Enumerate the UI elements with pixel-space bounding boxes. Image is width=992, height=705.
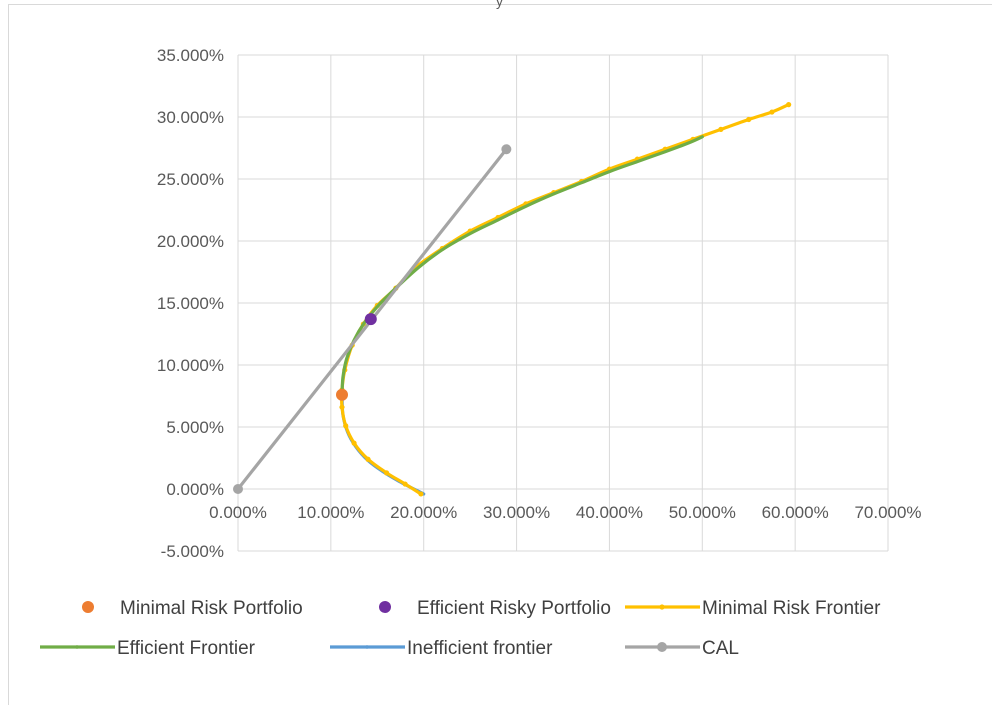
legend-marker-inefficient-frontier bbox=[365, 645, 369, 649]
y-tick-label: 5.000% bbox=[166, 418, 224, 437]
y-tick-label: -5.000% bbox=[161, 542, 224, 561]
legend-label-efficient-frontier: Efficient Frontier bbox=[117, 638, 256, 659]
minimal-risk-frontier-point bbox=[343, 423, 349, 429]
y-tick-label: 0.000% bbox=[166, 480, 224, 499]
legend-label-minimal-risk-portfolio: Minimal Risk Portfolio bbox=[120, 598, 303, 619]
x-tick-label: 20.000% bbox=[390, 503, 457, 522]
legend-marker-efficient-frontier bbox=[75, 645, 79, 649]
cal-point bbox=[233, 484, 243, 494]
legend-marker-cal bbox=[657, 642, 667, 652]
legend-label-minimal-risk-frontier: Minimal Risk Frontier bbox=[702, 598, 881, 619]
x-tick-label: 60.000% bbox=[762, 503, 829, 522]
x-tick-label: 40.000% bbox=[576, 503, 643, 522]
cropped-title-fragment: y bbox=[496, 0, 503, 9]
minimal-risk-frontier-point bbox=[746, 116, 752, 123]
x-tick-label: 10.000% bbox=[297, 503, 364, 522]
minimal-risk-frontier-point bbox=[718, 126, 724, 132]
minimal-risk-frontier-point bbox=[351, 440, 357, 446]
x-tick-label: 0.000% bbox=[209, 503, 267, 522]
efficient-risky-portfolio-point bbox=[364, 313, 377, 326]
legend-marker-minimal-risk-portfolio bbox=[82, 601, 94, 613]
y-tick-label: 10.000% bbox=[157, 356, 224, 375]
legend-label-cal: CAL bbox=[702, 638, 739, 659]
y-tick-label: 25.000% bbox=[157, 170, 224, 189]
chart-frame bbox=[8, 4, 992, 705]
minimal-risk-frontier-point bbox=[786, 102, 792, 108]
minimal-risk-frontier-point bbox=[418, 491, 424, 497]
minimal-risk-portfolio-point bbox=[336, 388, 348, 401]
y-tick-label: 35.000% bbox=[157, 46, 224, 65]
minimal-risk-frontier-point bbox=[383, 470, 390, 476]
cal-point bbox=[501, 144, 512, 155]
minimal-risk-frontier-point bbox=[402, 481, 408, 487]
chart-svg: y -5.000% 0.000% 5.000% 10.000% 15.000% 20.00… bbox=[40, 0, 922, 659]
minimal-risk-frontier-point bbox=[339, 404, 345, 410]
legend-marker-minimal-risk-frontier bbox=[659, 604, 665, 610]
y-tick-label: 30.000% bbox=[157, 108, 224, 127]
legend-label-inefficient-frontier: Inefficient frontier bbox=[407, 638, 553, 659]
efficient-frontier-line bbox=[340, 135, 704, 397]
legend-marker-efficient-risky-portfolio bbox=[379, 601, 391, 613]
x-tick-label: 50.000% bbox=[669, 503, 736, 522]
x-tick-label: 70.000% bbox=[854, 503, 921, 522]
y-tick-label: 20.000% bbox=[157, 232, 224, 251]
minimal-risk-frontier-point bbox=[365, 456, 371, 462]
x-tick-label: 30.000% bbox=[483, 503, 550, 522]
y-tick-label: 15.000% bbox=[157, 294, 224, 313]
legend-label-efficient-risky-portfolio: Efficient Risky Portfolio bbox=[417, 598, 611, 619]
minimal-risk-frontier-point bbox=[769, 109, 775, 115]
minimal-risk-frontier-line bbox=[339, 103, 791, 496]
